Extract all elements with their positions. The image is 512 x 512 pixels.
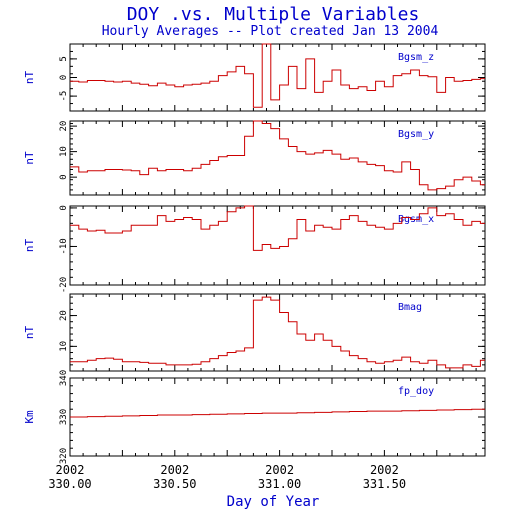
series-line-bgsm-x bbox=[70, 205, 485, 251]
y-tick-label: -20 bbox=[59, 277, 69, 293]
series-line-bmag bbox=[70, 296, 485, 369]
panel-bgsm-y: 0 10 20 nT Bgsm_y bbox=[23, 120, 486, 196]
series-name: Bgsm_y bbox=[398, 129, 434, 140]
y-tick-label: 0 bbox=[59, 205, 69, 210]
y-unit-label: nT bbox=[23, 71, 36, 85]
y-tick-label: 0 bbox=[59, 174, 69, 179]
y-tick-label: 5 bbox=[59, 56, 69, 61]
y-tick-label: 330 bbox=[59, 409, 69, 425]
panel-bmag: 10 20 nT Bmag bbox=[23, 293, 486, 372]
y-tick-label: 20 bbox=[59, 310, 69, 321]
panel-frame bbox=[69, 205, 486, 286]
series-name: fp_doy bbox=[398, 386, 434, 397]
series-name: Bgsm_z bbox=[398, 52, 434, 63]
y-tick-label: 0 bbox=[59, 75, 69, 80]
panels: -505nTBgsm_z01020nTBgsm_y-20-100nTBgsm_x… bbox=[23, 43, 486, 464]
y-tick-label: -5 bbox=[59, 91, 69, 102]
x-tick-year: 2002 bbox=[370, 463, 399, 477]
series-line-bgsm-z bbox=[70, 43, 485, 108]
chart-subtitle: Hourly Averages -- Plot created Jan 13 2… bbox=[102, 24, 439, 39]
x-tick-label: 331.50 bbox=[363, 477, 406, 491]
panel-fp-doy: 320 330 340 Km fp_doy bbox=[23, 370, 486, 464]
y-unit-label: nT bbox=[23, 326, 36, 340]
x-tick-label: 330.50 bbox=[153, 477, 196, 491]
x-tick-year: 2002 bbox=[160, 463, 189, 477]
chart-title: DOY .vs. Multiple Variables bbox=[127, 4, 420, 25]
y-unit-label: Km bbox=[23, 410, 36, 424]
x-tick-year: 2002 bbox=[56, 463, 85, 477]
panel-bgsm-z: -5 0 5 nT Bgsm_z bbox=[23, 43, 486, 112]
x-tick-label: 331.00 bbox=[258, 477, 301, 491]
series-line-fp-doy bbox=[70, 408, 485, 418]
y-unit-label: nT bbox=[23, 239, 36, 253]
y-tick-label: 340 bbox=[59, 370, 69, 386]
panel-frame bbox=[69, 120, 486, 196]
series-line-bgsm-y bbox=[70, 120, 485, 191]
y-tick-label: 320 bbox=[59, 448, 69, 464]
panel-frame bbox=[69, 293, 486, 372]
y-tick-label: 20 bbox=[59, 121, 69, 132]
x-axis-label: Day of Year bbox=[227, 494, 320, 510]
x-tick-year: 2002 bbox=[265, 463, 294, 477]
y-tick-label: 10 bbox=[59, 341, 69, 352]
series-name: Bmag bbox=[398, 302, 422, 313]
y-tick-label: 10 bbox=[59, 146, 69, 157]
x-tick-label: 330.00 bbox=[48, 477, 91, 491]
y-unit-label: nT bbox=[23, 151, 36, 165]
y-tick-label: -10 bbox=[59, 238, 69, 254]
